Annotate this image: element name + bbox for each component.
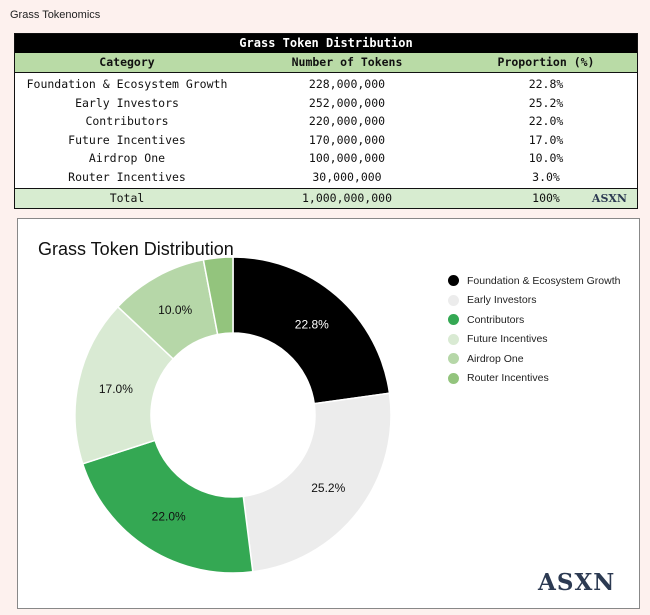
table-title: Grass Token Distribution — [15, 34, 637, 53]
cell-category: Contributors — [85, 114, 169, 128]
cell-proportion: 22.8% — [528, 77, 564, 91]
legend-swatch — [448, 372, 459, 384]
cell-tokens: 228,000,000 — [308, 77, 386, 91]
page-title: Grass Tokenomics — [10, 9, 101, 21]
table-total-row: Total 1,000,000,000 100% ASXN — [15, 188, 637, 208]
distribution-table: Grass Token Distribution Category Number… — [14, 33, 638, 209]
cell-proportion: 22.0% — [528, 114, 564, 128]
legend-label: Router Incentives — [467, 372, 549, 385]
pie-slice-3 — [81, 439, 254, 574]
cell-tokens: 100,000,000 — [308, 151, 386, 165]
legend-item: Early Investors — [448, 291, 621, 311]
legend-label: Contributors — [467, 313, 525, 326]
header-proportion: Proportion (%) — [497, 55, 595, 69]
slice-label-2: 25.2% — [311, 481, 345, 495]
total-tokens: 1,000,000,000 — [301, 191, 392, 205]
table-row: Contributors 220,000,000 22.0% — [15, 112, 637, 131]
pie-slice-6 — [202, 256, 234, 336]
total-proportion: 100% — [532, 191, 560, 205]
table-row: Future Incentives 170,000,000 17.0% — [15, 131, 637, 150]
chart-legend: Foundation & Ecosystem Growth Early Inves… — [448, 271, 621, 388]
table-body: Foundation & Ecosystem Growth 228,000,00… — [15, 73, 637, 188]
slice-label-3: 22.0% — [152, 509, 186, 523]
cell-category: Early Investors — [75, 95, 179, 110]
cell-proportion: 3.0% — [532, 169, 560, 184]
table-row: Router Incentives 30,000,000 3.0% — [15, 168, 637, 187]
slice-label-4: 17.0% — [99, 382, 133, 396]
asxn-watermark-small: ASXN — [591, 192, 627, 205]
slice-label-1: 22.8% — [295, 317, 329, 331]
legend-swatch — [448, 314, 459, 326]
cell-proportion: 10.0% — [528, 151, 564, 165]
table-row: Foundation & Ecosystem Growth 228,000,00… — [15, 75, 637, 94]
cell-tokens: 30,000,000 — [312, 169, 382, 184]
table-row: Airdrop One 100,000,000 10.0% — [15, 149, 637, 168]
legend-label: Future Incentives — [467, 333, 548, 346]
slice-label-5: 10.0% — [158, 303, 192, 317]
legend-item: Future Incentives — [448, 330, 621, 350]
pie-slice-2 — [242, 392, 392, 573]
asxn-watermark-logo: ASXN — [538, 569, 616, 596]
pie-slice-4 — [74, 305, 175, 465]
cell-tokens: 170,000,000 — [308, 132, 386, 147]
legend-item: Airdrop One — [448, 349, 621, 369]
cell-tokens: 220,000,000 — [308, 114, 386, 128]
legend-label: Early Investors — [467, 294, 537, 307]
table-header-row: Category Number of Tokens Proportion (%) — [15, 53, 637, 73]
legend-swatch — [448, 275, 459, 287]
header-category: Category — [99, 55, 155, 69]
chart-card: Grass Token Distribution 22.8% 25.2% 22.0%… — [17, 218, 640, 609]
table-row: Early Investors 252,000,000 25.2% — [15, 94, 637, 113]
cell-category: Router Incentives — [68, 169, 186, 184]
pie-slice-1 — [232, 256, 391, 405]
header-tokens: Number of Tokens — [291, 55, 403, 69]
total-label: Total — [109, 191, 145, 205]
legend-item: Router Incentives — [448, 369, 621, 389]
cell-category: Airdrop One — [88, 151, 166, 165]
donut-chart: 22.8% 25.2% 22.0% 17.0% 10.0% — [74, 256, 392, 574]
cell-category: Foundation & Ecosystem Growth — [26, 77, 228, 91]
legend-label: Airdrop One — [467, 352, 524, 365]
cell-proportion: 25.2% — [528, 95, 564, 110]
legend-label: Foundation & Ecosystem Growth — [467, 274, 621, 287]
legend-swatch — [448, 333, 459, 345]
legend-swatch — [448, 294, 459, 306]
legend-swatch — [448, 353, 459, 365]
cell-category: Future Incentives — [68, 132, 186, 147]
legend-item: Contributors — [448, 310, 621, 330]
legend-item: Foundation & Ecosystem Growth — [448, 271, 621, 291]
chart-title: Grass Token Distribution — [38, 239, 234, 259]
cell-tokens: 252,000,000 — [308, 95, 386, 110]
cell-proportion: 17.0% — [528, 132, 564, 147]
